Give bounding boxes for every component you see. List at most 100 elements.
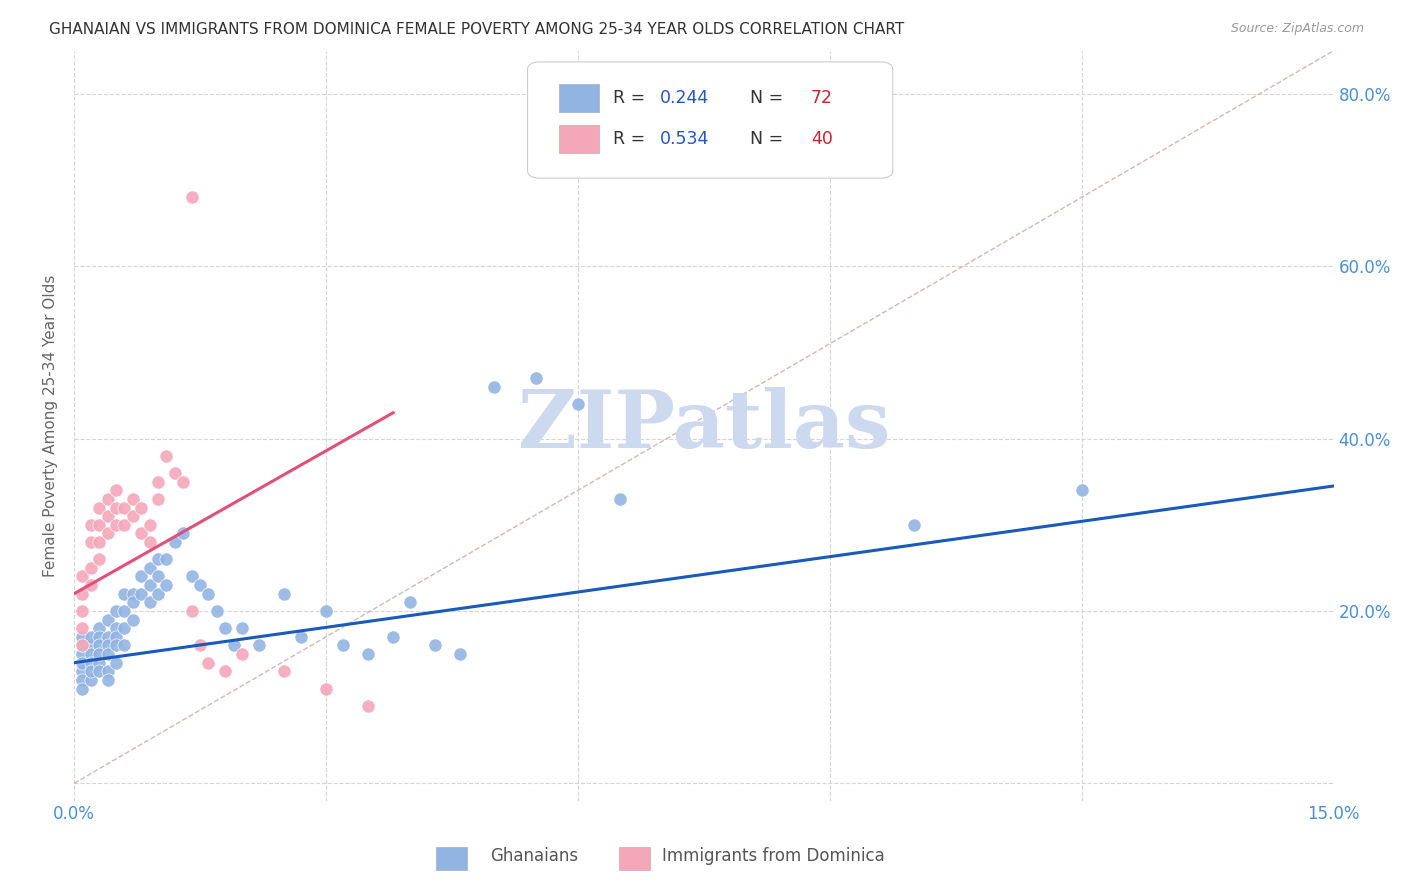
Text: Ghanaians: Ghanaians xyxy=(491,847,578,865)
Point xyxy=(138,578,160,592)
Point xyxy=(122,595,145,609)
Point xyxy=(129,500,152,515)
Text: 0.244: 0.244 xyxy=(659,89,709,107)
Text: 72: 72 xyxy=(811,89,832,107)
Point xyxy=(382,630,405,644)
Point xyxy=(129,569,152,583)
Point xyxy=(97,665,120,679)
Point xyxy=(482,380,505,394)
Point xyxy=(122,491,145,506)
Point xyxy=(138,535,160,549)
Point xyxy=(105,630,128,644)
Point xyxy=(72,639,94,653)
Point xyxy=(172,526,194,541)
Point xyxy=(357,647,380,661)
Text: N =: N = xyxy=(740,89,789,107)
Point xyxy=(89,665,111,679)
Point xyxy=(97,613,120,627)
Text: GHANAIAN VS IMMIGRANTS FROM DOMINICA FEMALE POVERTY AMONG 25-34 YEAR OLDS CORREL: GHANAIAN VS IMMIGRANTS FROM DOMINICA FEM… xyxy=(49,22,904,37)
Point xyxy=(80,665,103,679)
Point xyxy=(146,569,169,583)
Point xyxy=(89,656,111,670)
Point xyxy=(129,587,152,601)
Point xyxy=(290,630,312,644)
Point xyxy=(122,587,145,601)
Point xyxy=(89,621,111,635)
Point xyxy=(155,449,177,463)
Point xyxy=(114,604,136,618)
Point xyxy=(180,604,202,618)
Point xyxy=(89,639,111,653)
Point xyxy=(97,630,120,644)
Point xyxy=(155,578,177,592)
Point xyxy=(105,621,128,635)
Point xyxy=(89,552,111,566)
Point xyxy=(72,621,94,635)
Text: Immigrants from Dominica: Immigrants from Dominica xyxy=(662,847,884,865)
Point xyxy=(609,491,631,506)
Point xyxy=(105,656,128,670)
Point xyxy=(80,656,103,670)
Point xyxy=(105,483,128,498)
Point xyxy=(89,500,111,515)
Point xyxy=(72,681,94,696)
Text: ZIPatlas: ZIPatlas xyxy=(517,386,890,465)
Point xyxy=(129,526,152,541)
Point xyxy=(273,665,295,679)
Point xyxy=(180,190,202,204)
Point xyxy=(138,561,160,575)
Point xyxy=(222,639,245,653)
Point xyxy=(146,552,169,566)
Point xyxy=(1070,483,1092,498)
Point xyxy=(122,509,145,524)
Point xyxy=(197,587,219,601)
Point xyxy=(72,647,94,661)
Point xyxy=(146,587,169,601)
Point xyxy=(114,621,136,635)
Point xyxy=(247,639,270,653)
Point xyxy=(214,621,236,635)
Point xyxy=(146,475,169,489)
Text: 40: 40 xyxy=(811,130,832,148)
Point xyxy=(524,371,547,385)
Point xyxy=(357,698,380,713)
Point xyxy=(72,656,94,670)
Point xyxy=(155,552,177,566)
Point xyxy=(188,639,211,653)
Point xyxy=(205,604,228,618)
Point xyxy=(231,621,253,635)
Point xyxy=(80,647,103,661)
Point xyxy=(97,509,120,524)
Point xyxy=(399,595,422,609)
Point xyxy=(72,587,94,601)
Point xyxy=(97,673,120,687)
Point xyxy=(72,604,94,618)
Text: R =: R = xyxy=(613,89,651,107)
Point xyxy=(105,604,128,618)
Point xyxy=(105,517,128,532)
Point xyxy=(97,647,120,661)
FancyBboxPatch shape xyxy=(560,84,599,112)
Point xyxy=(197,656,219,670)
FancyBboxPatch shape xyxy=(527,62,893,178)
Point xyxy=(315,604,337,618)
Point xyxy=(80,561,103,575)
Point xyxy=(80,517,103,532)
Point xyxy=(163,466,186,480)
Point xyxy=(903,517,925,532)
Point xyxy=(273,587,295,601)
Text: R =: R = xyxy=(613,130,651,148)
Point xyxy=(138,517,160,532)
Point xyxy=(163,535,186,549)
Point xyxy=(114,517,136,532)
Point xyxy=(72,665,94,679)
Point xyxy=(97,491,120,506)
Point xyxy=(72,569,94,583)
FancyBboxPatch shape xyxy=(560,125,599,153)
Point xyxy=(89,535,111,549)
Point xyxy=(89,630,111,644)
Point xyxy=(72,630,94,644)
Point xyxy=(89,517,111,532)
Point xyxy=(122,613,145,627)
Point xyxy=(72,673,94,687)
